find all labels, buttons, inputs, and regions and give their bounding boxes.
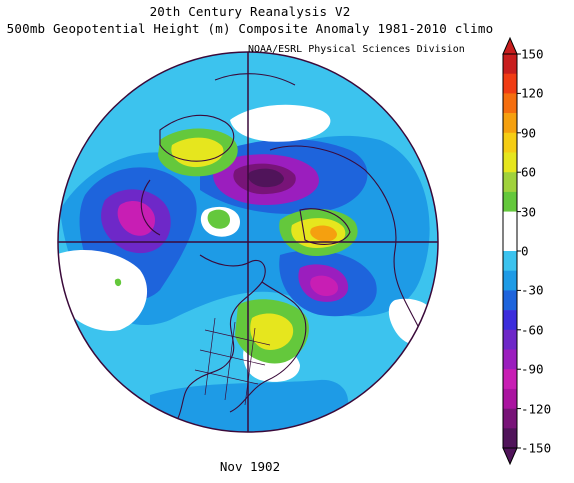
state-boundaries [194,317,271,406]
coastline-north [214,73,296,86]
colorbar-segment [503,113,517,134]
colorbar-segment [503,349,517,370]
date-label: Nov 1902 [219,459,281,474]
coastline-north-america-west [169,254,266,431]
colorbar-segment [503,73,517,94]
anomaly-region-neutral-west [58,250,148,331]
coastline-eurasia [269,145,421,331]
colorbar-segment [503,191,517,212]
anomaly-region-green-center [207,209,230,229]
colorbar-segment [503,310,517,331]
anomaly-field [58,52,438,432]
colorbar-tick-label: -120 [521,401,552,417]
colorbar-segment [503,211,517,232]
anomaly-region-neutral-north [230,104,331,142]
chart-title: 20th Century Reanalysis V2 [149,4,351,19]
colorbar-segment [503,54,517,74]
coastline-greenland [159,114,235,162]
anomaly-region-orange-east [310,225,337,242]
colorbar-segment [503,388,517,409]
colorbar-segment [503,93,517,114]
anomaly-region-core-north [247,168,284,188]
coastline-pacific [140,179,161,236]
colorbar-arrow-top [502,36,518,55]
colorbar-segment [503,369,517,390]
colorbar-segment [503,172,517,193]
map-border [57,51,439,433]
colorbar-segment [503,408,517,429]
anomaly-region-mid-blue-south [150,379,349,432]
colorbar-tick-label: -60 [521,322,544,338]
colorbar-tick-label: -90 [521,361,544,377]
anomaly-region-magenta-east [310,275,338,296]
colorbar [502,36,521,466]
colorbar-tick-label: -30 [521,282,544,298]
colorbar-segment [503,251,517,271]
colorbar-arrow-bottom [502,447,518,466]
colorbar-segment [503,231,517,252]
anomaly-region-green-spot [114,278,122,287]
colorbar-tick-label: 60 [521,164,537,180]
state-grid [194,317,271,406]
colorbar-tick-label: -150 [521,440,552,456]
colorbar-segment [503,290,517,311]
colorbar-tick-label: 90 [521,125,537,141]
colorbar-segment [503,270,517,291]
colorbar-tick-label: 30 [521,204,537,220]
colorbar-tick-label: 150 [521,46,544,62]
coastline-europe [299,208,351,245]
chart-subtitle: 500mb Geopotential Height (m) Composite … [6,21,494,36]
coastline-north-america-east [229,281,307,413]
colorbar-segment [503,132,517,153]
colorbar-tick-label: 120 [521,85,544,101]
anomaly-region-yellow-south [250,313,294,350]
colorbar-tick-label: 0 [521,243,529,259]
colorbar-segment [503,329,517,350]
anomaly-region-magenta-west [117,200,155,236]
colorbar-segment [503,152,517,173]
coastlines [140,73,421,431]
colorbar-segment [503,428,517,449]
credit-label: NOAA/ESRL Physical Sciences Division [248,44,465,55]
